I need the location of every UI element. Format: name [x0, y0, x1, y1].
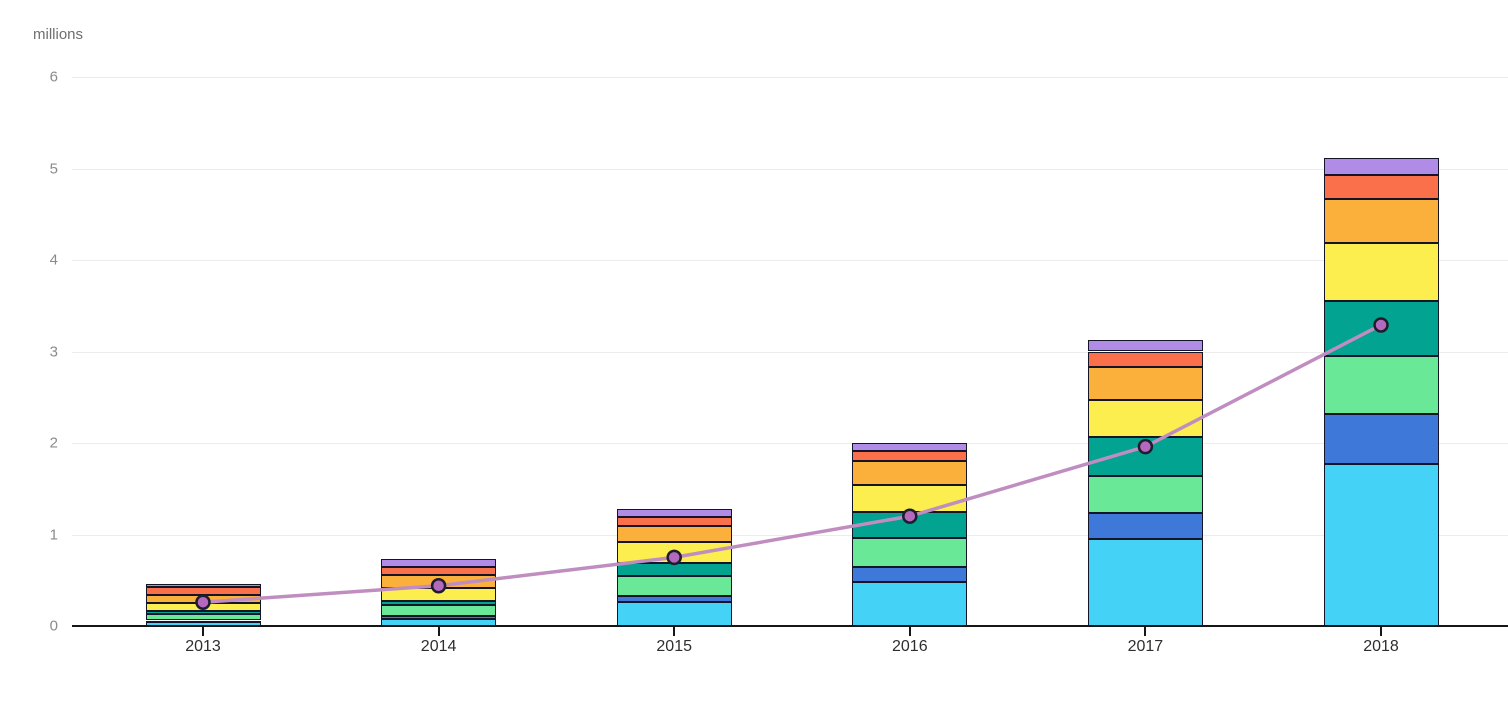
- bar-segment-2017-light-purple[interactable]: [1087, 339, 1203, 352]
- bar-segment-2016-yellow[interactable]: [852, 485, 968, 512]
- bar-segment-2013-red-orange[interactable]: [145, 586, 261, 595]
- bar-segment-2017-teal[interactable]: [1087, 436, 1203, 476]
- bar-segment-2015-light-blue[interactable]: [616, 602, 732, 626]
- x-tick-label: 2015: [656, 638, 692, 655]
- bar-segment-2013-light-purple[interactable]: [145, 583, 261, 587]
- bar-segment-2015-light-green[interactable]: [616, 575, 732, 596]
- bar-segment-2017-red-orange[interactable]: [1087, 351, 1203, 368]
- bar-segment-2018-red-orange[interactable]: [1323, 174, 1439, 199]
- bar-segment-2015-orange[interactable]: [616, 526, 732, 542]
- bar-segment-2014-light-purple[interactable]: [381, 559, 497, 568]
- bar-segment-2015-royal-blue[interactable]: [616, 595, 732, 603]
- y-tick-label: 0: [49, 617, 58, 635]
- bar-segment-2017-royal-blue[interactable]: [1087, 512, 1203, 540]
- bar-segment-2013-teal[interactable]: [145, 611, 261, 615]
- y-tick-label: 1: [49, 526, 58, 543]
- bar-segment-2018-light-green[interactable]: [1323, 356, 1439, 414]
- gridline: [72, 534, 1508, 536]
- bar-segment-2018-yellow[interactable]: [1323, 242, 1439, 302]
- y-axis-unit-label: millions: [33, 26, 84, 43]
- x-tick-label: 2018: [1363, 638, 1399, 655]
- bar-segment-2017-light-blue[interactable]: [1087, 539, 1203, 626]
- bar-segment-2014-royal-blue[interactable]: [381, 615, 497, 619]
- bar-segment-2013-light-green[interactable]: [145, 614, 261, 621]
- gridline: [72, 77, 1508, 78]
- gridline: [72, 351, 1508, 353]
- y-tick-label: 5: [49, 160, 58, 177]
- bar-segment-2015-yellow[interactable]: [616, 541, 732, 563]
- bar-segment-2014-red-orange[interactable]: [381, 567, 497, 575]
- bar-segment-2014-light-blue[interactable]: [381, 618, 497, 626]
- bar-segment-2016-royal-blue[interactable]: [852, 566, 968, 583]
- bar-segment-2015-red-orange[interactable]: [616, 517, 732, 527]
- x-axis-line: [72, 625, 1508, 627]
- bar-segment-2013-light-blue[interactable]: [145, 622, 261, 626]
- x-tick: [673, 627, 676, 636]
- gridline: [72, 260, 1508, 261]
- bar-segment-2014-yellow[interactable]: [381, 588, 497, 602]
- bar-segment-2016-light-green[interactable]: [852, 538, 968, 567]
- x-tick-label: 2016: [892, 638, 928, 655]
- x-tick-label: 2013: [185, 638, 221, 655]
- x-tick: [202, 627, 204, 636]
- y-tick-label: 2: [49, 434, 58, 452]
- bar-segment-2013-royal-blue[interactable]: [145, 620, 261, 623]
- bar-segment-2016-teal[interactable]: [852, 511, 968, 539]
- bar-segment-2017-light-green[interactable]: [1087, 475, 1203, 513]
- bar-segment-2016-orange[interactable]: [852, 461, 968, 486]
- bar-segment-2015-light-purple[interactable]: [616, 508, 732, 518]
- y-tick-label: 4: [49, 251, 58, 269]
- y-tick-label: 6: [49, 68, 58, 86]
- bar-segment-2014-teal[interactable]: [381, 601, 497, 605]
- bar-segment-2018-orange[interactable]: [1323, 198, 1439, 243]
- bar-segment-2018-royal-blue[interactable]: [1323, 413, 1439, 465]
- gridline: [72, 443, 1508, 444]
- bar-segment-2016-red-orange[interactable]: [852, 451, 968, 462]
- bar-segment-2017-yellow[interactable]: [1087, 399, 1203, 437]
- x-tick-label: 2017: [1127, 638, 1164, 655]
- x-tick: [908, 627, 911, 636]
- x-tick: [1380, 627, 1382, 636]
- x-tick-label: 2014: [420, 638, 457, 655]
- bar-segment-2016-light-purple[interactable]: [852, 443, 968, 452]
- bar-segment-2013-yellow[interactable]: [145, 603, 261, 612]
- bar-segment-2016-light-blue[interactable]: [852, 582, 968, 626]
- bar-segment-2014-orange[interactable]: [381, 574, 497, 589]
- bar-segment-2015-teal[interactable]: [616, 562, 732, 576]
- bar-segment-2013-orange[interactable]: [145, 594, 261, 604]
- bar-segment-2017-orange[interactable]: [1087, 367, 1203, 400]
- trend-line: [202, 323, 1382, 604]
- bar-segment-2014-light-green[interactable]: [381, 604, 497, 616]
- bar-segment-2018-light-blue[interactable]: [1323, 464, 1439, 626]
- y-tick-label: 3: [49, 343, 58, 360]
- x-tick: [437, 627, 440, 636]
- gridline: [72, 168, 1508, 170]
- x-tick: [1144, 627, 1147, 636]
- bar-segment-2018-teal[interactable]: [1323, 301, 1439, 357]
- bar-segment-2018-light-purple[interactable]: [1323, 158, 1439, 175]
